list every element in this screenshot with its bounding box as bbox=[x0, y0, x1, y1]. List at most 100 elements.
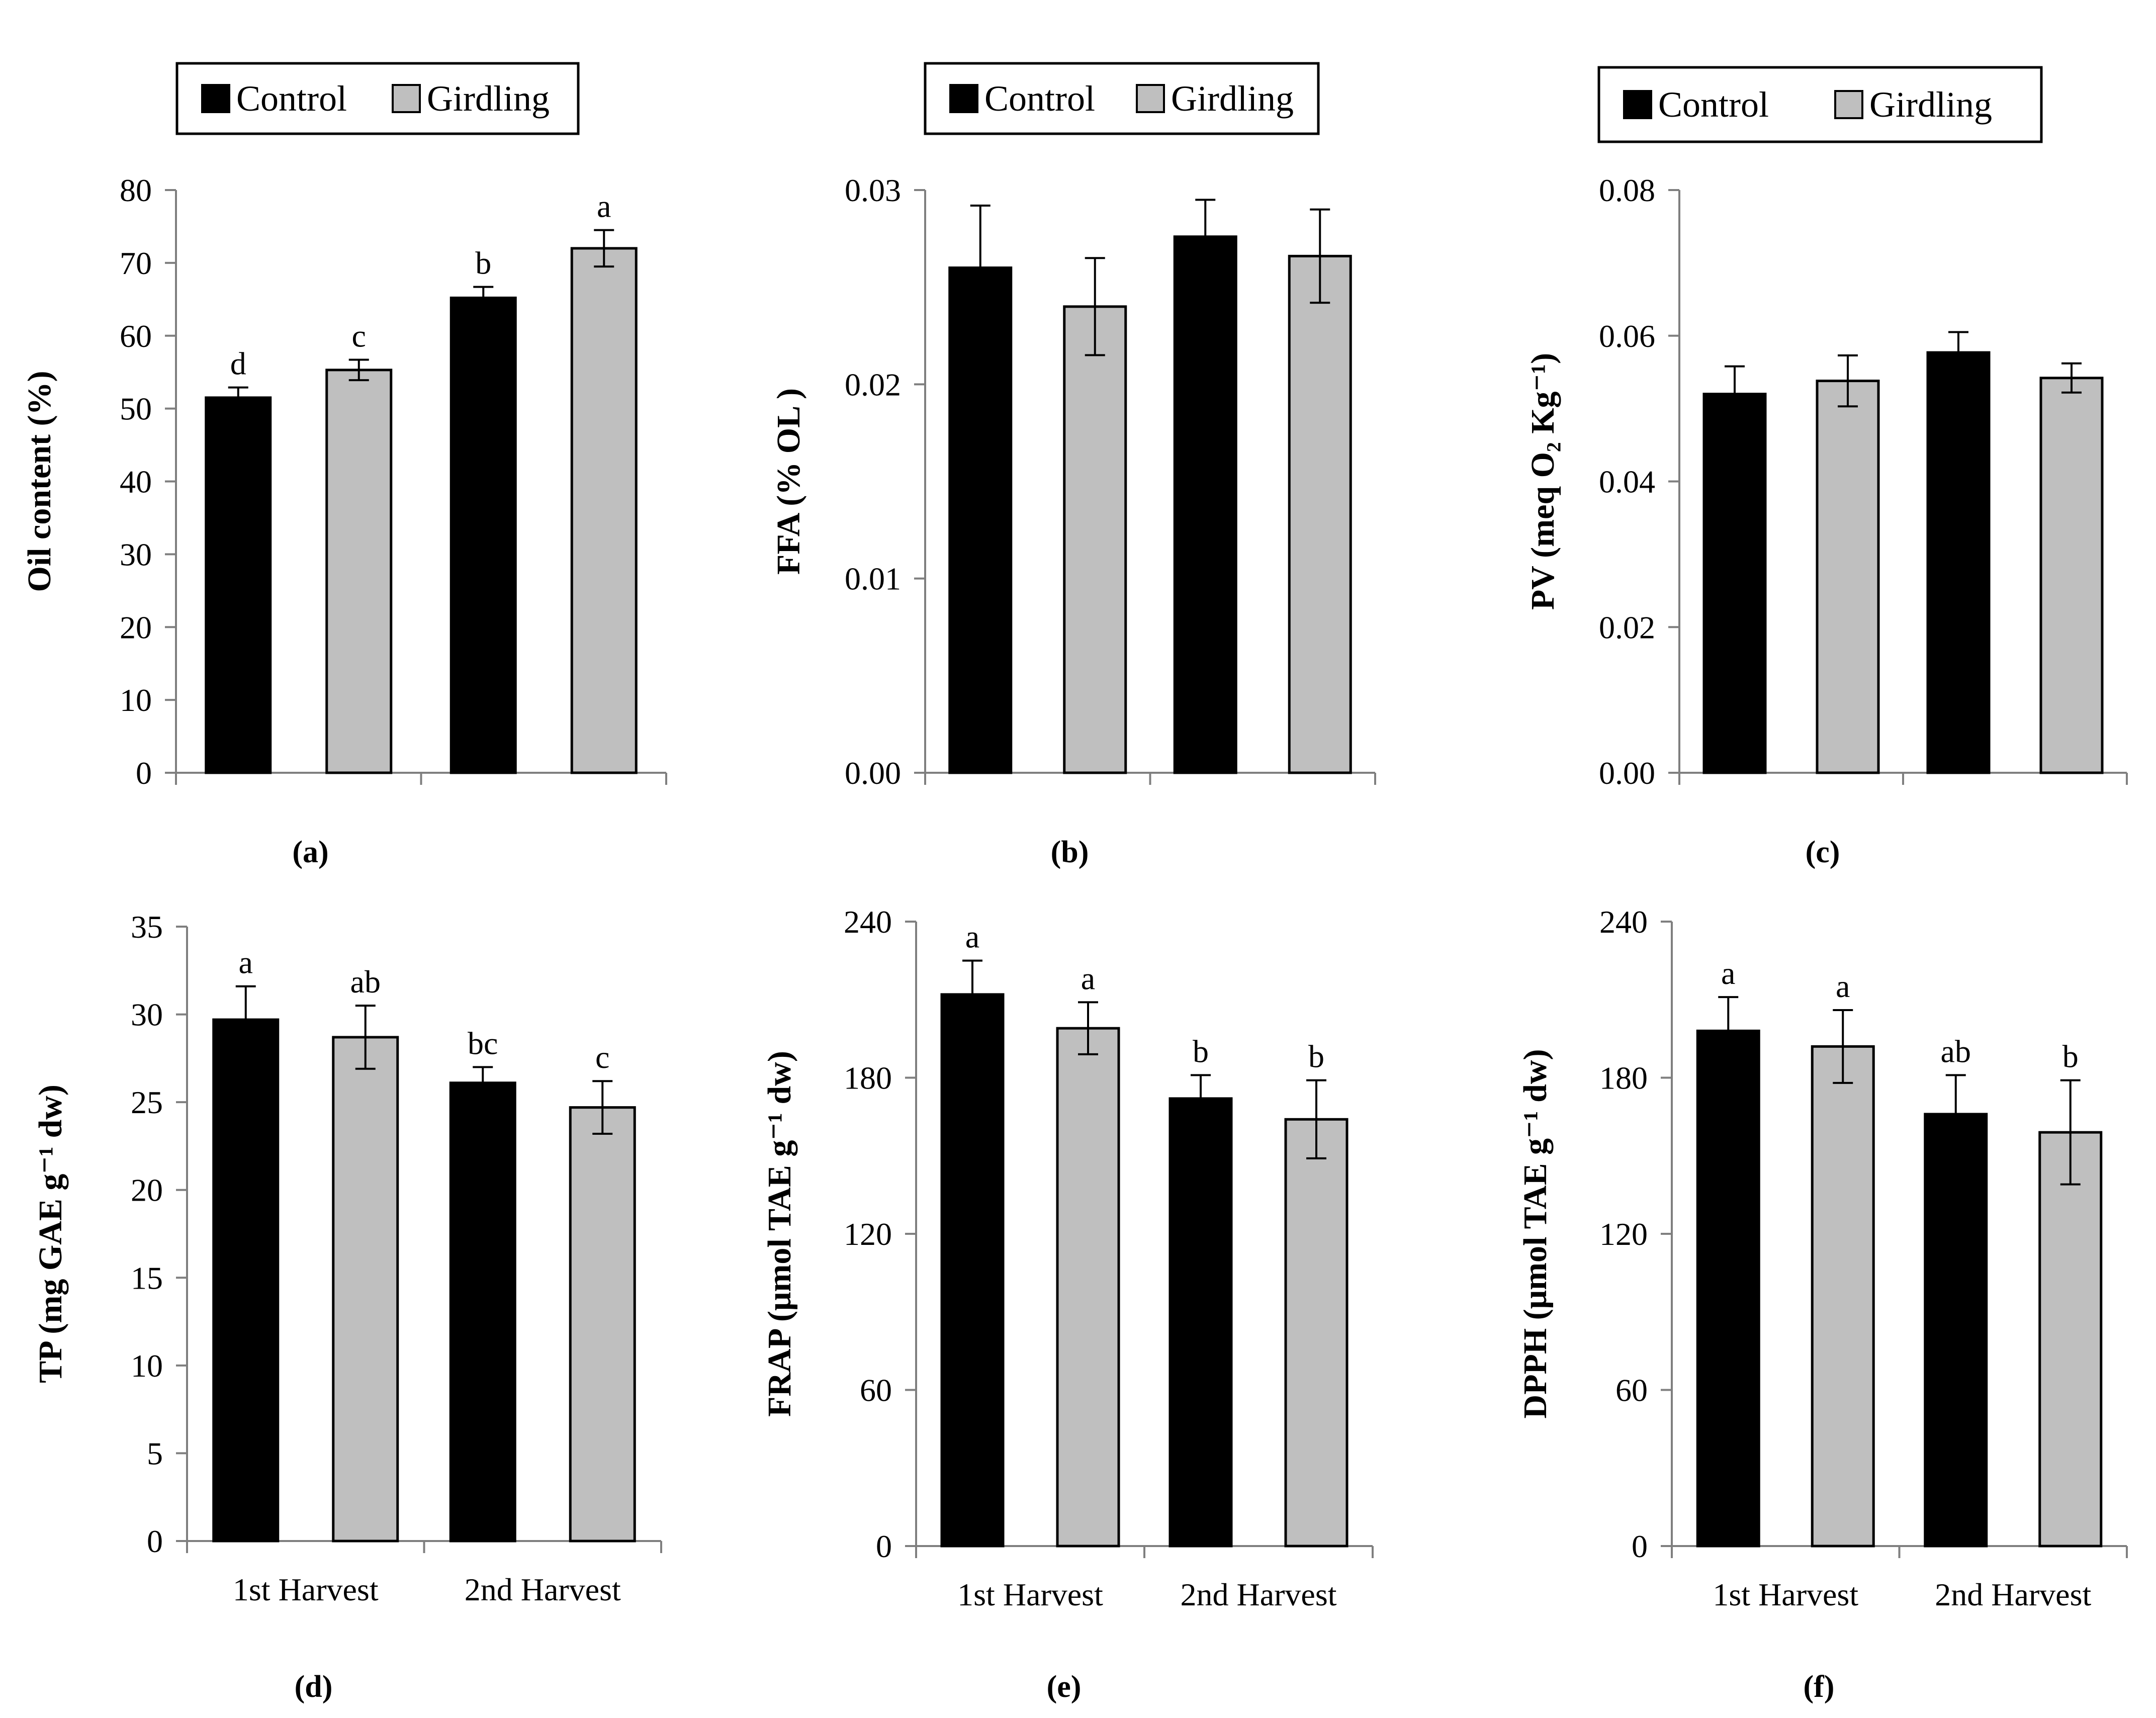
y-tick-label: 0.00 bbox=[845, 755, 901, 791]
y-tick-label: 30 bbox=[131, 997, 163, 1033]
legend: Control Girdling bbox=[924, 62, 1320, 135]
significance-label: b bbox=[475, 245, 491, 281]
x-tick-label: 1st Harvest bbox=[1713, 1577, 1858, 1612]
legend-box bbox=[924, 62, 1320, 135]
panel-label: (f) bbox=[1804, 1670, 1835, 1704]
bar-girdling bbox=[1288, 254, 1352, 774]
x-tick-label: 2nd Harvest bbox=[1180, 1577, 1336, 1612]
y-tick-label: 0 bbox=[1632, 1528, 1648, 1564]
y-tick-label: 0 bbox=[876, 1528, 892, 1564]
panel-label: (b) bbox=[1051, 835, 1089, 869]
significance-label: a bbox=[1081, 960, 1095, 996]
y-tick-label: 20 bbox=[120, 609, 152, 645]
y-tick-label: 180 bbox=[1599, 1060, 1648, 1096]
y-tick-label: 80 bbox=[120, 172, 152, 208]
bar-control bbox=[1926, 351, 1991, 774]
y-tick-label: 35 bbox=[131, 909, 163, 945]
panel-label: (c) bbox=[1806, 835, 1840, 869]
y-tick-label: 0.06 bbox=[1599, 318, 1655, 354]
y-tick-label: 240 bbox=[844, 904, 892, 940]
y-tick-label: 0.02 bbox=[1599, 609, 1655, 645]
legend-swatch-girdling bbox=[392, 84, 421, 113]
legend-label: Girdling bbox=[1171, 78, 1294, 119]
bar-girdling bbox=[325, 369, 393, 774]
significance-label: d bbox=[230, 346, 246, 382]
y-axis-label: TP (mg GAE g⁻¹ dw) bbox=[32, 1084, 69, 1383]
significance-label: a bbox=[239, 945, 253, 980]
y-tick-label: 60 bbox=[120, 318, 152, 354]
legend-swatch-girdling bbox=[1834, 90, 1863, 119]
y-tick-label: 180 bbox=[844, 1060, 892, 1096]
bar-control bbox=[450, 296, 517, 774]
bar-control bbox=[1169, 1097, 1233, 1548]
legend-box bbox=[1597, 66, 2043, 143]
bar-control bbox=[205, 396, 272, 774]
legend-label: Control bbox=[984, 78, 1095, 119]
x-tick-label: 1st Harvest bbox=[957, 1577, 1103, 1612]
y-tick-label: 30 bbox=[120, 536, 152, 572]
significance-label: ab bbox=[1941, 1033, 1971, 1069]
y-tick-label: 10 bbox=[131, 1348, 163, 1384]
chart-panel-5: 0 60 120 180 240 1st Harvest 2nd Harvest a b a b FR… bbox=[761, 904, 1374, 1704]
bar-control bbox=[449, 1081, 516, 1543]
bar-control bbox=[1924, 1113, 1988, 1548]
legend-box bbox=[175, 62, 580, 135]
chart-panel-1: 0 10 20 30 40 50 60 70 80 d b c a Oil content (%) (a) C… bbox=[21, 62, 667, 869]
bar-control bbox=[1173, 235, 1237, 774]
y-tick-label: 10 bbox=[120, 682, 152, 718]
significance-label: ab bbox=[350, 964, 381, 1000]
y-axis-label: FRAP (μmol TAE g⁻¹ dw) bbox=[761, 1051, 798, 1417]
y-tick-label: 5 bbox=[147, 1435, 163, 1471]
bar-girdling bbox=[1284, 1118, 1349, 1548]
chart-panel-2: 0.00 0.01 0.02 0.03 FFA (% OL ) (b) Control Gir… bbox=[770, 62, 1376, 869]
y-tick-label: 25 bbox=[131, 1084, 163, 1120]
y-tick-label: 0.03 bbox=[845, 172, 901, 208]
significance-label: b bbox=[1308, 1039, 1324, 1074]
legend: Control Girdling bbox=[175, 62, 580, 135]
y-tick-label: 0.00 bbox=[1599, 755, 1655, 791]
chart-panel-3: 0.00 0.02 0.04 0.06 0.08 PV (meq O₂ Kg⁻¹) (c) C… bbox=[1524, 66, 2128, 869]
legend-swatch-control bbox=[201, 84, 230, 113]
y-tick-label: 15 bbox=[131, 1260, 163, 1296]
x-tick-label: 1st Harvest bbox=[233, 1572, 379, 1607]
bar-control bbox=[940, 993, 1005, 1548]
bar-girdling bbox=[332, 1036, 399, 1543]
significance-label: b bbox=[2062, 1039, 2079, 1074]
legend-swatch-control bbox=[1623, 90, 1652, 119]
significance-label: a bbox=[597, 189, 611, 224]
legend: Control Girdling bbox=[1597, 66, 2043, 143]
y-tick-label: 0 bbox=[136, 755, 152, 791]
y-tick-label: 60 bbox=[860, 1373, 892, 1408]
bar-control bbox=[1696, 1029, 1760, 1548]
y-tick-label: 120 bbox=[844, 1216, 892, 1252]
significance-label: c bbox=[595, 1039, 609, 1075]
significance-label: c bbox=[352, 318, 366, 354]
legend-swatch-girdling bbox=[1136, 84, 1165, 113]
legend-swatch-control bbox=[949, 84, 978, 113]
y-axis-label: FFA (% OL ) bbox=[770, 388, 807, 575]
x-tick-label: 2nd Harvest bbox=[465, 1572, 621, 1607]
bar-girdling bbox=[2039, 377, 2104, 774]
significance-label: b bbox=[1193, 1033, 1209, 1069]
y-axis-label: DPPH (μmol TAE g⁻¹ dw) bbox=[1517, 1049, 1554, 1419]
bar-control bbox=[948, 266, 1013, 774]
y-tick-label: 0.04 bbox=[1599, 464, 1655, 500]
panel-label: (e) bbox=[1047, 1670, 1082, 1704]
significance-label: a bbox=[965, 919, 979, 955]
legend-label: Girdling bbox=[1869, 84, 1992, 125]
bar-control bbox=[212, 1018, 280, 1543]
y-tick-label: 240 bbox=[1599, 904, 1648, 940]
legend-label: Control bbox=[236, 78, 347, 119]
y-tick-label: 20 bbox=[131, 1172, 163, 1208]
y-tick-label: 40 bbox=[120, 464, 152, 500]
y-axis-label: Oil content (%) bbox=[21, 371, 58, 592]
y-axis-label: PV (meq O₂ Kg⁻¹) bbox=[1524, 353, 1561, 610]
panel-label: (a) bbox=[292, 835, 328, 869]
x-tick-label: 2nd Harvest bbox=[1935, 1577, 2091, 1612]
bar-girdling bbox=[569, 1106, 636, 1543]
y-tick-label: 0.02 bbox=[845, 367, 901, 402]
legend-label: Girdling bbox=[427, 78, 550, 119]
significance-label: a bbox=[1721, 955, 1735, 991]
y-tick-label: 50 bbox=[120, 391, 152, 427]
